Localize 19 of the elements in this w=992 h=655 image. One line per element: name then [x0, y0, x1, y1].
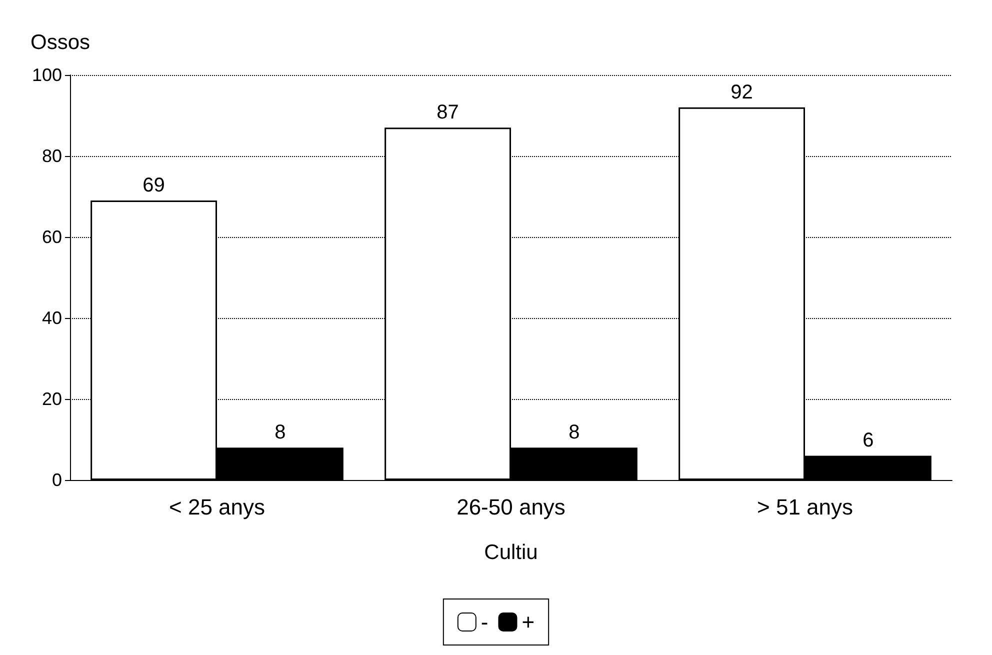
y-tick-label: 40: [42, 308, 62, 328]
y-tick-label: 20: [42, 389, 62, 409]
x-tick-label: < 25 anys: [168, 494, 266, 520]
data-label: 92: [730, 81, 753, 104]
legend-label: +: [522, 610, 535, 634]
x-axis-title: Cultiu: [484, 541, 538, 564]
y-tick-label: 80: [42, 146, 62, 166]
x-tick-label: > 51 anys: [756, 494, 854, 520]
y-axis-title: Ossos: [30, 31, 90, 54]
x-tick-label: 26-50 anys: [456, 494, 566, 520]
y-tick-label: 60: [42, 227, 62, 247]
data-label: 69: [142, 174, 165, 197]
data-label: 8: [274, 422, 286, 444]
data-label: 6: [862, 430, 874, 452]
data-label: 87: [436, 102, 459, 124]
legend-label: -: [480, 610, 488, 634]
data-label: 8: [568, 422, 580, 444]
y-tick-label: 0: [52, 470, 62, 490]
y-tick-label: 100: [32, 65, 62, 85]
